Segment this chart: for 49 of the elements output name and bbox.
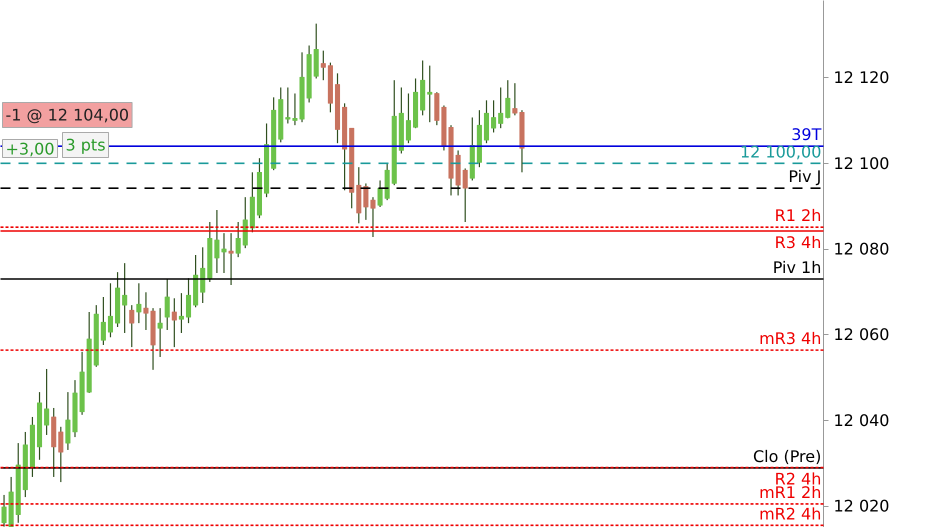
candlestick: [236, 221, 241, 258]
candlestick: [108, 282, 114, 338]
candlestick: [136, 282, 142, 324]
ref-line-label: 12 100,00: [740, 142, 822, 162]
candlestick: [491, 100, 496, 134]
candlestick: [498, 86, 504, 129]
candlestick: [129, 304, 134, 348]
candlestick: [2, 494, 7, 527]
y-tick-label: 12 040: [834, 410, 890, 430]
ref-line-label: Piv 1h: [772, 258, 822, 277]
candlestick: [512, 82, 518, 116]
candlestick: [158, 308, 163, 358]
candlestick: [44, 368, 50, 436]
candlestick: [363, 182, 368, 220]
candlestick: [100, 296, 106, 346]
candlestick: [505, 80, 510, 119]
candlestick: [378, 180, 383, 208]
candlestick: [285, 86, 290, 124]
y-tick-label: 12 060: [834, 325, 890, 344]
candlestick: [186, 278, 192, 324]
ref-line-label: mR2 4h: [759, 504, 822, 524]
candlestick: [406, 92, 411, 144]
annotation: +3,00: [6, 140, 55, 158]
annotation: 3 pts: [66, 136, 106, 154]
candlestick: [172, 298, 177, 348]
candlestick: [221, 232, 227, 274]
ref-line-label: mR3 4h: [759, 329, 822, 348]
annotation: -1 @ 12 104,00: [6, 106, 130, 124]
candlestick: [143, 292, 148, 331]
ref-line-label: R3 4h: [774, 233, 822, 252]
ref-line-label: Piv J: [788, 167, 822, 186]
candlestick: [320, 50, 326, 81]
y-tick-label: 12 080: [834, 240, 890, 259]
ref-line-label: R1 2h: [774, 206, 822, 226]
candlestick: [370, 196, 376, 238]
candlestick: [178, 292, 184, 334]
y-tick-label: 12 100: [834, 154, 890, 173]
ref-line-label: 39T: [791, 125, 822, 144]
candlestick: [164, 278, 170, 331]
ref-line-label: Clo (Pre): [752, 446, 822, 466]
y-tick-label: 12 120: [834, 68, 890, 88]
candlestick: [65, 392, 70, 451]
candlestick: [462, 168, 468, 223]
candlestick: [427, 65, 432, 123]
candlestick: [58, 426, 64, 483]
candlestick: [122, 262, 128, 334]
y-tick-label: 12 020: [834, 496, 890, 516]
candlestick: [292, 92, 298, 126]
candlestick: [214, 209, 220, 274]
